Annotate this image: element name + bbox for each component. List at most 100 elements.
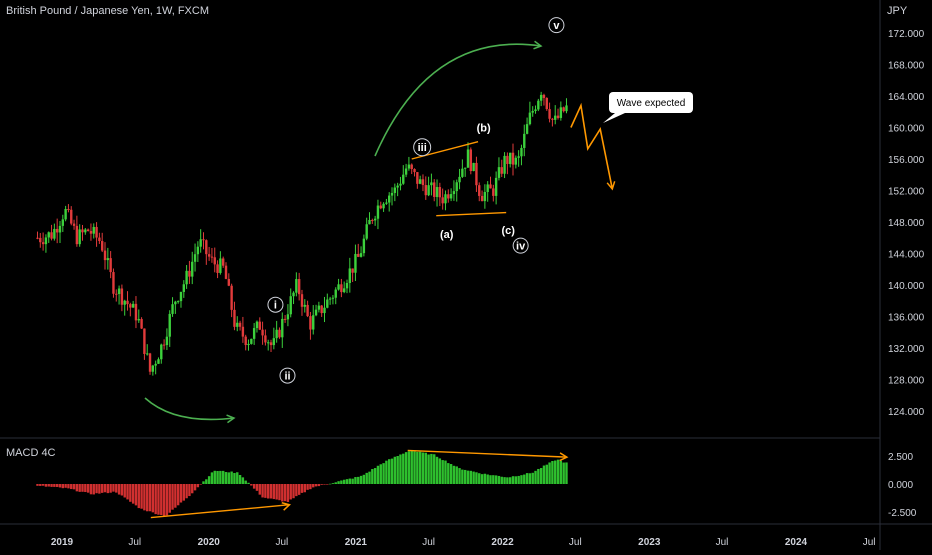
macd-bar [55,484,59,487]
time-tick-label: Jul [569,537,582,548]
macd-bar [112,484,115,492]
candle-body [548,109,551,119]
candle-body [492,188,495,196]
wave-label: (c) [501,225,515,237]
candle-body [219,258,222,273]
macd-bar [92,484,95,495]
candle-body [84,229,87,233]
macd-bar [435,456,439,484]
candle-body [95,226,98,238]
macd-bar [382,463,385,484]
candle-body [554,115,557,120]
candle-body [404,168,408,175]
macd-bar [171,484,174,510]
wave-marker [548,17,565,34]
candle-body [430,182,433,186]
time-tick-label: Jul [716,537,729,548]
macd-bar [554,460,557,484]
candle-body [385,202,388,204]
macd-bar [236,472,239,484]
macd-bar [565,462,568,484]
candle-body [86,229,90,232]
macd-bar [230,471,233,484]
candle-body [517,156,520,158]
candle-body [39,237,42,243]
macd-bar [354,477,357,484]
macd-bar [430,453,433,484]
candle-body [523,133,526,148]
time-tick-label: 2020 [198,537,221,548]
candle-body [351,268,354,273]
candle-body [461,168,464,177]
candle-body [252,328,256,339]
candle-body [146,353,149,355]
candle-body [100,241,104,251]
candle-body [179,291,183,302]
candle-body [174,301,177,305]
candle-body [320,305,323,314]
wave-marker [512,237,529,254]
candle-body [559,107,563,118]
candle-body [551,118,554,120]
macd-bar [320,484,323,485]
candle-body [72,223,76,226]
macd-bar [542,465,546,484]
candle-body [466,149,470,168]
candle-body [233,309,236,327]
candle-body [449,194,453,199]
candle-body [345,282,349,289]
candle-body [210,256,214,258]
macd-bar [480,474,484,484]
macd-bar [174,484,177,508]
macd-bar [317,484,321,487]
candle-body [357,253,360,257]
macd-bar [103,484,107,493]
macd-bar [520,475,523,484]
macd-bar [224,472,228,484]
callout-pointer [603,113,625,123]
macd-bar [157,484,160,515]
wave-marker [279,367,296,384]
macd-bar [447,463,450,484]
wave-arc-bottom [144,397,235,421]
arrow-head [281,502,292,511]
macd-bar [351,478,354,484]
candle-body [331,297,335,299]
price-tick-label: 136.000 [888,313,925,324]
candle-body [196,246,200,255]
candle-body [151,365,155,372]
candle-body [520,147,523,157]
macd-bar [123,484,126,498]
candle-body [81,229,84,233]
macd-bar [486,474,489,484]
candle-body [193,254,197,262]
macd-bar [413,451,416,484]
price-tick-label: 164.000 [888,92,925,103]
macd-bar [525,473,529,484]
candle-body [399,183,402,186]
candle-body [506,155,509,164]
candle-body [427,185,430,196]
macd-bar [241,477,245,484]
wave-label: ii [284,371,290,383]
macd-bar [115,484,118,493]
candle-body [556,115,560,118]
macd-bar [478,473,481,484]
candle-body [393,187,397,193]
macd-bar [314,484,318,487]
macd-bar [120,484,124,496]
candle-body [157,359,160,364]
macd-bar [303,484,306,493]
candle-body [258,321,261,330]
time-tick-label: 2021 [345,537,368,548]
candles-group [36,91,568,376]
macd-bar [255,484,259,491]
candle-body [241,326,245,337]
macd-bar [506,477,509,484]
projection-path [570,102,614,190]
macd-bar [72,484,76,490]
macd-bar [455,466,458,484]
macd-bar [511,476,515,484]
candle-body [472,162,475,172]
candle-body [244,336,247,346]
